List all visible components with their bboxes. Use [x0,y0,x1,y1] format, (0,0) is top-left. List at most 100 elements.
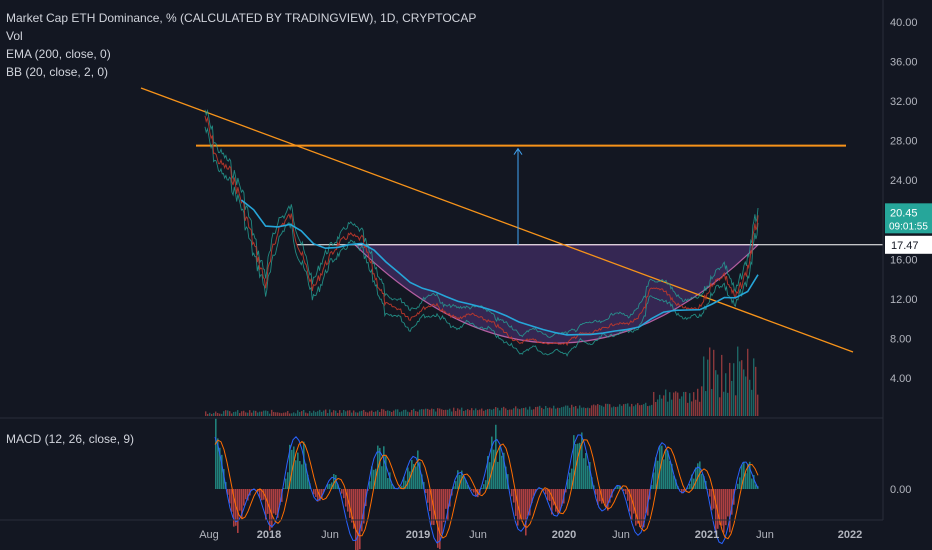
macd-histogram-bar [351,489,353,523]
volume-bar [657,399,659,416]
volume-bar [379,411,381,416]
macd-legend[interactable]: MACD (12, 26, close, 9) [6,432,135,446]
volume-bar [291,413,293,416]
volume-bar [531,409,533,416]
macd-histogram-bar [667,450,669,489]
volume-bar [653,391,655,416]
volume-bar [427,408,429,416]
macd-histogram-bar [635,489,637,526]
macd-histogram-bar [265,489,267,521]
legend-ema[interactable]: EMA (200, close, 0) [6,47,111,61]
macd-tick-label: 0.00 [890,484,911,496]
volume-bar [507,410,509,416]
macd-histogram-bar [371,466,373,489]
legend-title[interactable]: Market Cap ETH Dominance, % (CALCULATED … [6,11,477,25]
macd-histogram-bar [345,489,347,507]
macd-histogram-bar [489,462,491,489]
volume-bar [667,401,669,416]
volume-bar [565,405,567,416]
volume-bar [271,409,273,416]
macd-histogram-bar [381,466,383,489]
macd-histogram-bar [353,489,355,529]
macd-histogram-bar [243,489,245,506]
volume-bar [287,410,289,416]
macd-histogram-bar [341,489,343,494]
macd-pane[interactable] [214,418,759,550]
volume-bar [621,405,623,416]
macd-histogram-bar [283,487,285,489]
volume-bar [703,356,705,416]
volume-bar [489,408,491,416]
volume-bar [599,405,601,416]
macd-histogram-bar [727,489,729,517]
time-tick-label: 2020 [552,529,576,541]
macd-histogram-bar [627,489,629,501]
volume-bar [461,407,463,416]
volume-bar [497,407,499,416]
macd-histogram-bar [669,460,671,489]
macd-histogram-bar [661,445,663,489]
macd-histogram-bar [719,489,721,525]
volume-bar [569,407,571,416]
volume-bar [699,401,701,416]
macd-histogram-bar [743,461,745,489]
volume-bar [443,409,445,416]
macd-histogram-bar [373,469,375,489]
volume-bar [587,407,589,416]
price-line[interactable] [204,115,759,347]
macd-histogram-bar [465,479,467,489]
volume-bar [295,413,297,416]
volume-bar [727,392,729,416]
volume-bar [391,411,393,416]
legend-bb[interactable]: BB (20, close, 2, 0) [6,65,109,79]
macd-histogram-bar [445,489,447,509]
macd-histogram-bar [513,489,515,503]
macd-histogram-bar [655,457,657,489]
chart-legend: Market Cap ETH Dominance, % (CALCULATED … [6,9,476,81]
volume-bar [247,412,249,416]
time-tick-label: 2019 [406,529,430,541]
volume-bar [219,413,221,416]
volume-bar [495,407,497,416]
volume-bar [729,362,731,416]
volume-bar [459,409,461,416]
volume-bar [315,412,317,416]
volume-bar [661,398,663,416]
volume-bar [637,403,639,416]
macd-histogram-bar [401,485,403,489]
volume-bar [221,413,223,416]
macd-histogram-bar [241,489,243,519]
volume-bar [375,411,377,416]
macd-histogram-bar [605,489,607,508]
price-pane[interactable] [140,87,883,416]
macd-histogram-bar [741,464,743,489]
macd-histogram-bar [449,489,451,507]
macd-histogram-bar [717,489,719,529]
descending-trendline[interactable] [140,87,854,353]
volume-bar [601,405,603,416]
macd-histogram-bar [517,489,519,526]
volume-bar [209,412,211,416]
macd-histogram-bar [699,461,701,489]
macd-histogram-bar [245,489,247,500]
volume-bar [635,404,637,416]
volume-bar [561,407,563,416]
macd-histogram-bar [481,487,483,489]
volume-bar [207,413,209,416]
macd-histogram-bar [559,489,561,512]
volume-bar [301,411,303,416]
volume-bar [753,358,755,416]
macd-histogram-bar [623,489,625,491]
volume-bar [421,409,423,416]
volume-bar [619,404,621,416]
volume-bar [433,409,435,416]
legend-vol[interactable]: Vol [6,29,23,43]
volume-bar [289,413,291,416]
macd-histogram-bar [573,435,575,489]
volume-bar [215,411,217,416]
macd-histogram-bar [753,474,755,489]
volume-bar [437,408,439,416]
volume-bar [685,391,687,416]
volume-bar [585,408,587,416]
